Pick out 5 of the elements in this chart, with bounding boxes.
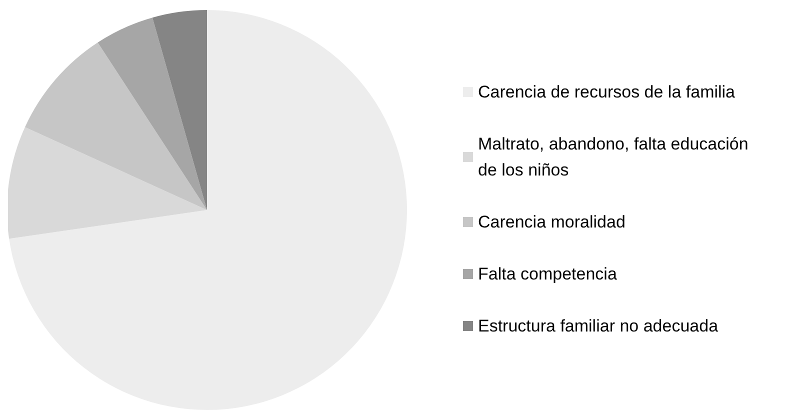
- legend-label: Carencia de recursos de la familia: [478, 82, 736, 102]
- legend-label: Estructura familiar no adecuada: [478, 316, 719, 336]
- legend-label: Maltrato, abandono, falta educación de los niños: [478, 134, 754, 180]
- legend-label: Falta competencia: [478, 264, 618, 284]
- legend-label: Carencia moralidad: [478, 212, 626, 232]
